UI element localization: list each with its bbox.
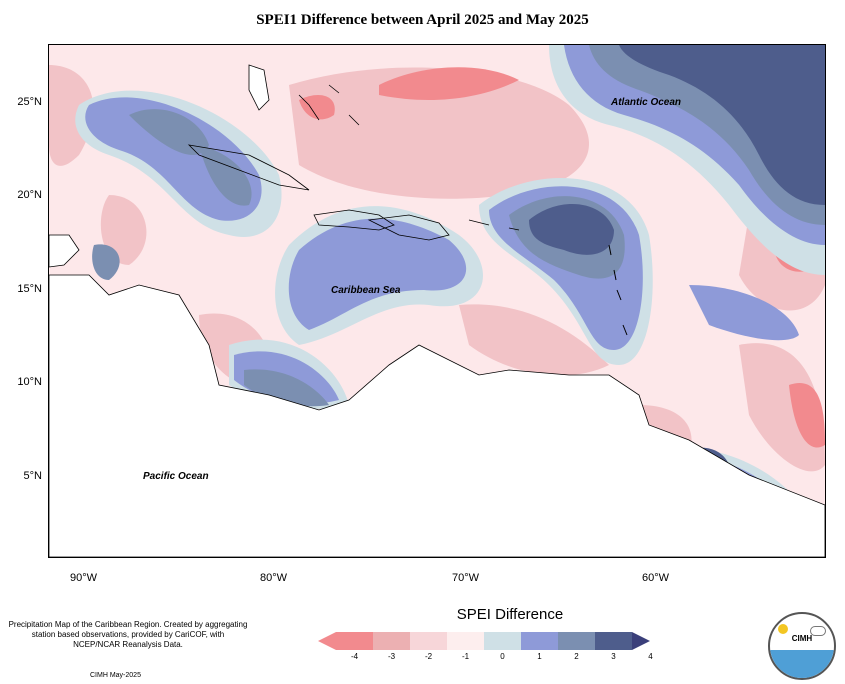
legend-label: -4 — [350, 652, 359, 661]
legend-swatch — [318, 632, 336, 650]
legend-swatch — [484, 632, 521, 650]
x-tick: 70°W — [452, 572, 480, 584]
x-tick: 60°W — [642, 572, 670, 584]
water-icon — [770, 650, 834, 678]
pacific-ocean-label: Pacific Ocean — [143, 471, 209, 482]
x-tick: 90°W — [70, 572, 98, 584]
source-note: Precipitation Map of the Caribbean Regio… — [8, 620, 248, 649]
legend-title: SPEI Difference — [456, 606, 564, 623]
legend-label: 1 — [537, 652, 542, 661]
legend-label: 2 — [574, 652, 579, 661]
legend-swatch — [410, 632, 447, 650]
y-tick: 5°N — [23, 470, 42, 482]
cimh-logo: CIMH — [768, 612, 836, 680]
logo-text: CIMH — [791, 634, 813, 643]
legend-swatch — [447, 632, 484, 650]
legend-label: -3 — [387, 652, 396, 661]
legend-swatch — [558, 632, 595, 650]
atlantic-ocean-label: Atlantic Ocean — [611, 97, 682, 108]
y-tick: 20°N — [17, 189, 42, 201]
legend-label: -1 — [461, 652, 470, 661]
legend-label: 0 — [500, 652, 505, 661]
legend-label: -2 — [424, 652, 433, 661]
x-tick: 80°W — [260, 572, 288, 584]
legend-swatch — [336, 632, 373, 650]
legend-swatch — [632, 632, 650, 650]
legend-swatch — [373, 632, 410, 650]
credit-text: CIMH May-2025 — [90, 672, 141, 679]
y-tick: 10°N — [17, 376, 42, 388]
legend-colorbar — [318, 632, 650, 650]
sun-icon — [778, 624, 788, 634]
map-title: SPEI1 Difference between April 2025 and … — [256, 12, 589, 28]
cloud-icon — [810, 626, 826, 636]
spei-map: Atlantic Ocean Caribbean Sea Pacific Oce… — [48, 44, 826, 558]
legend-swatch — [521, 632, 558, 650]
legend-swatch — [595, 632, 632, 650]
legend-label: 3 — [611, 652, 616, 661]
caribbean-sea-label: Caribbean Sea — [331, 285, 401, 296]
y-tick: 25°N — [17, 96, 42, 108]
y-tick: 15°N — [17, 283, 42, 295]
legend-label: 4 — [648, 652, 653, 661]
